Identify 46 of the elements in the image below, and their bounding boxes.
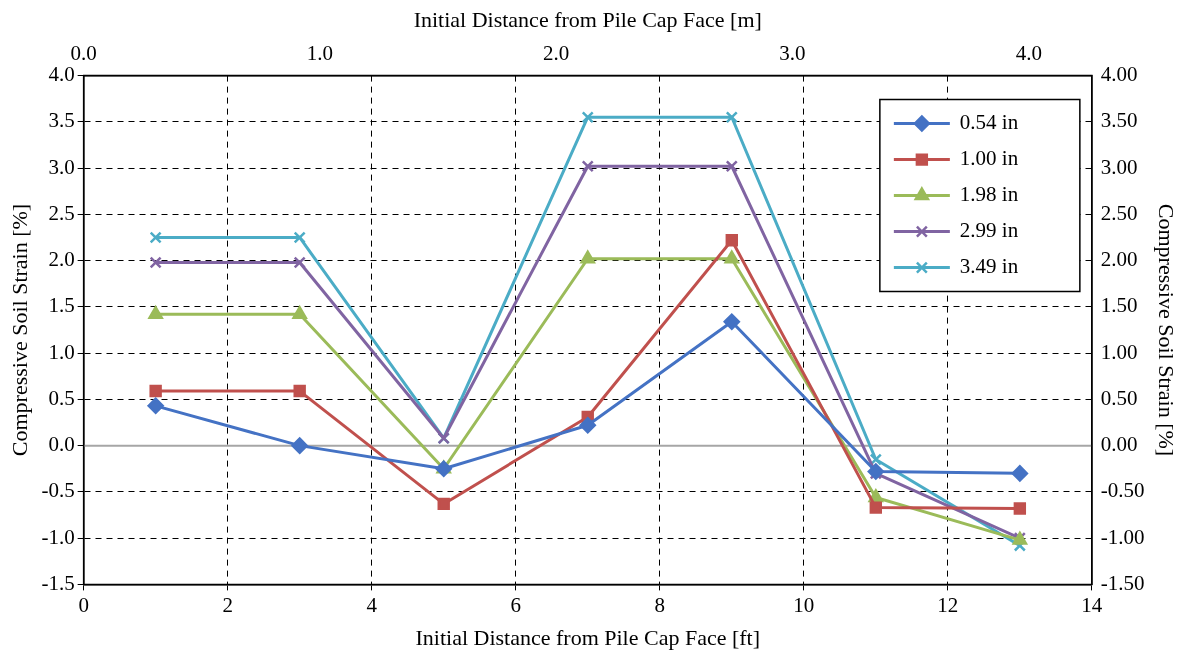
y-tick-label: 0.0 [48,432,75,457]
legend-label: 2.99 in [959,218,1019,243]
y2-tick-label: -1.00 [1100,524,1145,549]
x-tick-label: 6 [510,592,521,617]
x2-tick-label: 2.0 [543,40,570,65]
legend-label: 0.54 in [959,110,1019,135]
x-tick-label: 0 [78,592,89,617]
y-tick-label: 0.5 [48,385,75,410]
x2-tick-label: 1.0 [306,40,334,65]
y-tick-label: -1.5 [41,570,75,595]
x-tick-label: 12 [937,592,959,617]
x-tick-label: 2 [222,592,233,617]
x-tick-label: 10 [793,592,815,617]
y-tick-label: 1.5 [48,293,75,318]
y2-tick-label: 2.00 [1100,247,1138,272]
y2-tick-label: 0.50 [1100,385,1138,410]
x-tick-label: 4 [366,592,378,617]
y-axis-title: Compressive Soil Strain [%] [6,203,32,457]
legend-label: 1.98 in [959,182,1019,207]
y-tick-label: -1.0 [41,524,75,549]
x2-axis-title: Initial Distance from Pile Cap Face [m] [413,6,762,32]
y2-tick-label: 0.00 [1100,432,1138,457]
x-axis-title: Initial Distance from Pile Cap Face [ft] [415,624,761,650]
y2-tick-label: 1.50 [1100,293,1138,318]
x2-tick-label: 0.0 [70,40,97,65]
y2-tick-label: 4.00 [1100,62,1138,87]
y-tick-label: -0.5 [41,478,75,503]
y-tick-label: 3.5 [48,108,75,133]
y-tick-label: 2.5 [48,200,75,225]
y2-tick-label: -1.50 [1100,570,1145,595]
x-tick-label: 14 [1081,592,1103,617]
y-tick-label: 2.0 [48,247,75,272]
y2-axis-title: Compressive Soil Strain [%] [1154,203,1180,457]
y2-tick-label: 1.00 [1100,339,1138,364]
y2-tick-label: 3.00 [1100,154,1138,179]
x2-tick-label: 3.0 [779,40,806,65]
x-tick-label: 8 [654,592,666,617]
x2-tick-label: 4.0 [1015,40,1042,65]
legend-label: 1.00 in [959,146,1019,171]
y-tick-label: 4.0 [48,62,75,87]
y2-tick-label: 2.50 [1100,200,1138,225]
y-tick-label: 1.0 [48,339,75,364]
y2-tick-label: -0.50 [1100,478,1145,503]
legend-label: 3.49 in [959,254,1019,279]
y-tick-label: 3.0 [48,154,75,179]
y2-tick-label: 3.50 [1100,108,1138,133]
